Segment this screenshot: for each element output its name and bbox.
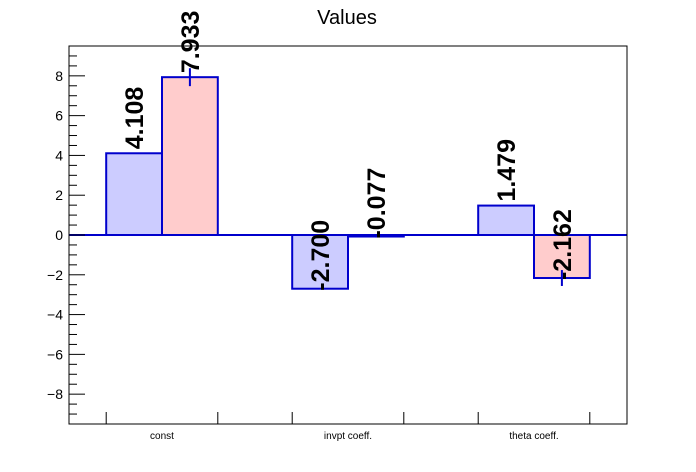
data-label-2-2: -0.077 <box>363 168 391 239</box>
y-tick-label: 2 <box>55 187 63 203</box>
y-tick-label: −4 <box>47 307 63 323</box>
bars-layer <box>69 68 627 290</box>
y-tick-label: −6 <box>47 346 63 362</box>
y-tick-label: 4 <box>55 147 63 163</box>
x-category-label: invpt coeff. <box>324 431 372 442</box>
x-category-label: theta coeff. <box>509 431 558 442</box>
chart-title: Values <box>317 7 377 29</box>
bar-1-3 <box>477 204 536 236</box>
data-label-1-2: -2.700 <box>307 220 335 291</box>
y-tick-label: 8 <box>55 68 63 84</box>
data-label-1-1: 4.108 <box>121 87 149 150</box>
y-tick-label: −8 <box>47 386 63 402</box>
data-label-1-3: 1.479 <box>493 139 521 202</box>
bar-2-1 <box>161 76 219 236</box>
data-labels-layer: 4.108 -2.700 1.479 7.933 -0.077 -2.162 <box>121 11 577 291</box>
data-label-2-3: -2.162 <box>549 209 577 280</box>
y-tick-label: 6 <box>55 108 63 124</box>
x-category-label: const <box>150 431 174 442</box>
axes-layer: −8 −6 −4 −2 0 2 4 6 8 const invpt coeff. theta coef… <box>47 45 591 442</box>
bar-1-1 <box>105 152 163 236</box>
y-tick-label: 0 <box>55 227 63 243</box>
y-tick-label: −2 <box>47 267 63 283</box>
data-label-2-1: 7.933 <box>177 11 205 74</box>
